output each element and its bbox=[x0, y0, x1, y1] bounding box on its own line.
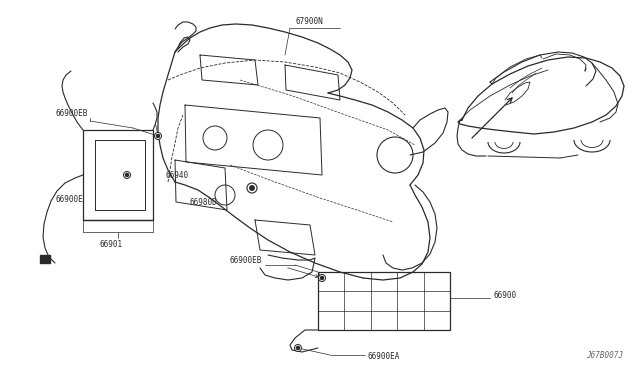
Circle shape bbox=[125, 173, 129, 177]
Bar bbox=[40, 255, 50, 263]
Text: 66900: 66900 bbox=[493, 291, 516, 299]
Circle shape bbox=[124, 171, 131, 179]
Circle shape bbox=[154, 132, 161, 140]
Circle shape bbox=[250, 186, 254, 190]
Text: 66900EB: 66900EB bbox=[55, 109, 88, 118]
Circle shape bbox=[294, 344, 301, 352]
Text: 66900E: 66900E bbox=[55, 196, 83, 205]
Text: 66901: 66901 bbox=[100, 240, 123, 249]
Text: 66980D: 66980D bbox=[190, 198, 218, 207]
Circle shape bbox=[377, 137, 413, 173]
Text: 67900N: 67900N bbox=[295, 17, 323, 26]
Circle shape bbox=[215, 185, 235, 205]
Text: J67B007J: J67B007J bbox=[586, 351, 623, 360]
Circle shape bbox=[247, 183, 257, 193]
Circle shape bbox=[203, 126, 227, 150]
Circle shape bbox=[296, 346, 300, 350]
Circle shape bbox=[319, 275, 326, 282]
Text: 66900EB: 66900EB bbox=[230, 256, 262, 265]
Bar bbox=[318, 272, 450, 330]
Circle shape bbox=[156, 134, 159, 138]
Circle shape bbox=[253, 130, 283, 160]
Text: 66900EA: 66900EA bbox=[368, 352, 401, 361]
Circle shape bbox=[321, 276, 324, 280]
Text: 66940: 66940 bbox=[165, 170, 188, 180]
